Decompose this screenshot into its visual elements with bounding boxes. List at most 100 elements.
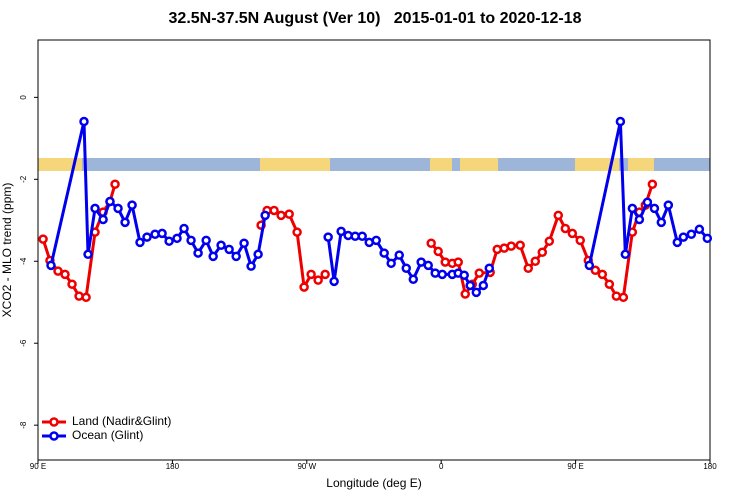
point [433, 246, 443, 257]
point [553, 210, 564, 221]
point [98, 214, 108, 225]
point [437, 269, 447, 280]
point [276, 210, 286, 221]
point [478, 280, 489, 291]
point [38, 234, 48, 244]
point [560, 223, 571, 234]
point [67, 279, 77, 289]
point [371, 235, 381, 246]
point [401, 263, 412, 273]
point [60, 269, 70, 280]
point [663, 200, 674, 210]
x-axis-label: Longitude (deg E) [326, 476, 421, 490]
x-tick-label: 90 E [567, 462, 583, 471]
point [216, 240, 226, 251]
point [83, 249, 93, 260]
point [656, 217, 667, 228]
x-tick-label: 180 [703, 462, 717, 471]
y-tick-label: -8 [19, 421, 28, 429]
legend-label: Ocean (Glint) [72, 428, 143, 442]
point [164, 236, 174, 246]
point [179, 223, 189, 234]
legend-marker [49, 431, 59, 441]
y-tick-label: -4 [19, 257, 28, 265]
y-tick-label: -2 [19, 175, 28, 183]
point [394, 250, 404, 260]
point [172, 233, 182, 244]
y-axis-label: XCO2 - MLO trend (ppm) [0, 183, 14, 318]
chart-title: 32.5N-37.5N August (Ver 10) 2015-01-01 t… [169, 10, 582, 27]
point [584, 260, 595, 271]
point [416, 257, 426, 267]
point [426, 238, 436, 248]
point [515, 240, 525, 251]
point [46, 260, 56, 271]
point [459, 270, 469, 280]
point [694, 224, 705, 235]
legend-marker [49, 417, 59, 427]
point [299, 282, 309, 292]
point [453, 257, 463, 267]
point [702, 233, 713, 244]
point [678, 232, 689, 242]
point [686, 229, 697, 239]
point [506, 241, 516, 251]
point [474, 268, 485, 278]
point [618, 292, 629, 303]
point [575, 235, 585, 246]
point [647, 179, 658, 189]
point [523, 263, 534, 273]
point [544, 236, 555, 246]
point [135, 237, 145, 248]
point [329, 276, 339, 287]
point [642, 197, 653, 208]
point [537, 247, 548, 258]
point [379, 248, 389, 258]
x-tick-label: 90 W [297, 462, 316, 471]
point [634, 214, 645, 225]
point [224, 244, 234, 255]
point [423, 260, 433, 271]
point [208, 251, 218, 262]
point [127, 200, 137, 210]
y-tick-label: 0 [19, 95, 28, 100]
point [484, 263, 495, 273]
plot-frame [37, 39, 711, 461]
point [120, 217, 130, 228]
land-ocean-strip [38, 158, 710, 171]
series-line [49, 121, 709, 295]
point [81, 292, 91, 303]
point [649, 203, 660, 214]
point [110, 179, 120, 189]
point [567, 228, 578, 239]
point [615, 116, 626, 127]
point [320, 269, 330, 280]
point [193, 248, 203, 258]
point [597, 269, 608, 280]
point [530, 256, 541, 267]
point [186, 235, 196, 246]
point [239, 238, 249, 248]
point [79, 116, 89, 127]
point [157, 228, 167, 239]
point [306, 269, 316, 280]
point [292, 227, 302, 237]
point [231, 251, 241, 262]
point [90, 203, 100, 214]
point [113, 203, 123, 214]
point [471, 287, 482, 298]
point [313, 275, 323, 285]
y-tick-label: -6 [19, 339, 28, 347]
x-tick-label: 90 E [30, 462, 46, 471]
point [253, 249, 263, 260]
legend-label: Land (Nadir&Glint) [72, 414, 171, 428]
point [620, 249, 631, 260]
point [590, 265, 601, 276]
point [604, 279, 615, 289]
point [105, 196, 115, 207]
point [357, 231, 367, 242]
point [246, 261, 256, 271]
point [260, 210, 270, 221]
point [269, 205, 279, 216]
